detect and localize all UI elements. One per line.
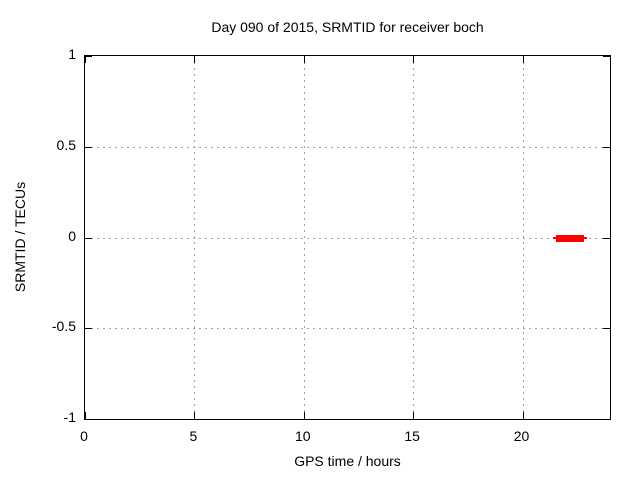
y-tick-label: -0.5 xyxy=(51,318,76,335)
x-tick-label: 5 xyxy=(189,428,198,444)
x-tick-mark-top xyxy=(85,56,86,63)
chart-title: Day 090 of 2015, SRMTID for receiver boc… xyxy=(211,19,484,35)
y-tick-mark-left xyxy=(85,146,92,148)
y-tick-mark-left xyxy=(85,419,92,420)
y-tick-mark-right xyxy=(603,328,610,330)
x-tick-mark-top xyxy=(522,56,524,63)
gridline-horizontal xyxy=(85,146,610,148)
y-tick-mark-left xyxy=(85,328,92,330)
y-tick-label: 1 xyxy=(68,46,76,62)
y-tick-mark-right xyxy=(603,146,610,148)
x-tick-mark-bottom xyxy=(194,412,196,419)
y-tick-mark-right xyxy=(603,56,610,57)
plot-area xyxy=(84,55,611,420)
y-tick-label: -1 xyxy=(63,409,76,425)
gridline-horizontal xyxy=(85,328,610,330)
x-tick-label: 15 xyxy=(404,428,420,444)
gridline-horizontal xyxy=(85,237,610,239)
x-tick-label: 10 xyxy=(294,428,311,444)
x-tick-mark-bottom xyxy=(303,412,305,419)
x-tick-label: 20 xyxy=(513,428,530,444)
y-tick-mark-left xyxy=(85,237,92,239)
x-tick-label: 0 xyxy=(80,428,88,444)
x-tick-mark-bottom xyxy=(522,412,524,419)
x-tick-mark-top xyxy=(413,56,415,63)
y-tick-mark-right xyxy=(603,419,610,420)
x-tick-mark-bottom xyxy=(85,412,86,419)
x-tick-mark-top xyxy=(303,56,305,63)
y-tick-mark-right xyxy=(603,237,610,239)
y-tick-mark-left xyxy=(85,56,92,57)
y-tick-label: 0 xyxy=(68,227,76,244)
x-tick-mark-top xyxy=(194,56,196,63)
x-tick-mark-bottom xyxy=(413,412,415,419)
x-axis-label: GPS time / hours xyxy=(294,453,401,469)
y-tick-label: 0.5 xyxy=(56,136,76,153)
data-segment-bar xyxy=(556,234,584,242)
